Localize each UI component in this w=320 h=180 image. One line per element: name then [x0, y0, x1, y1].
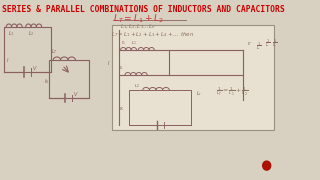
- Text: SERIES & PARALLEL COMBINATIONS OF INDUCTORS AND CAPACITORS: SERIES & PARALLEL COMBINATIONS OF INDUCT…: [2, 5, 284, 14]
- Text: $L_T$: $L_T$: [52, 47, 59, 56]
- Text: $I_K$: $I_K$: [44, 77, 50, 86]
- Bar: [112, 25, 274, 130]
- Text: $V$: $V$: [32, 64, 37, 72]
- Text: $L_2$: $L_2$: [28, 29, 35, 38]
- Text: $\frac{1}{L_T}$: $\frac{1}{L_T}$: [256, 40, 262, 53]
- Text: $L_r$: $L_r$: [196, 89, 202, 98]
- Text: $L_1, L_2, L_3 \ldots L_n$: $L_1, L_2, L_3 \ldots L_n$: [120, 22, 155, 31]
- Text: $I$: $I$: [6, 56, 10, 64]
- Text: $I_1$: $I_1$: [121, 39, 125, 47]
- Text: $I_L$: $I_L$: [119, 64, 124, 72]
- Text: $\frac{1}{L_T} = \frac{1}{L_1} + \frac{1}{L_2}$: $\frac{1}{L_T} = \frac{1}{L_1} + \frac{1…: [216, 85, 249, 98]
- Text: $\frac{1}{L_1}$: $\frac{1}{L_1}$: [265, 37, 271, 50]
- Text: $V$: $V$: [73, 90, 79, 98]
- Text: $L_T = L_1 + L_2 + L_3 + L_4 + \ldots$ then: $L_T = L_1 + L_2 + L_3 + L_4 + \ldots$ t…: [111, 30, 194, 39]
- Text: $I_K$: $I_K$: [119, 105, 124, 113]
- Circle shape: [263, 161, 271, 170]
- Text: $L_1$: $L_1$: [131, 39, 137, 47]
- Text: $\frac{1}{L_2}$: $\frac{1}{L_2}$: [272, 37, 278, 50]
- Text: $L_T = L_1 + L_2$: $L_T = L_1 + L_2$: [114, 12, 164, 24]
- Text: $I$: $I$: [107, 59, 111, 67]
- Text: $L_1$: $L_1$: [8, 29, 14, 38]
- Text: $I_T$: $I_T$: [247, 40, 252, 48]
- Text: $L_2$: $L_2$: [134, 82, 140, 90]
